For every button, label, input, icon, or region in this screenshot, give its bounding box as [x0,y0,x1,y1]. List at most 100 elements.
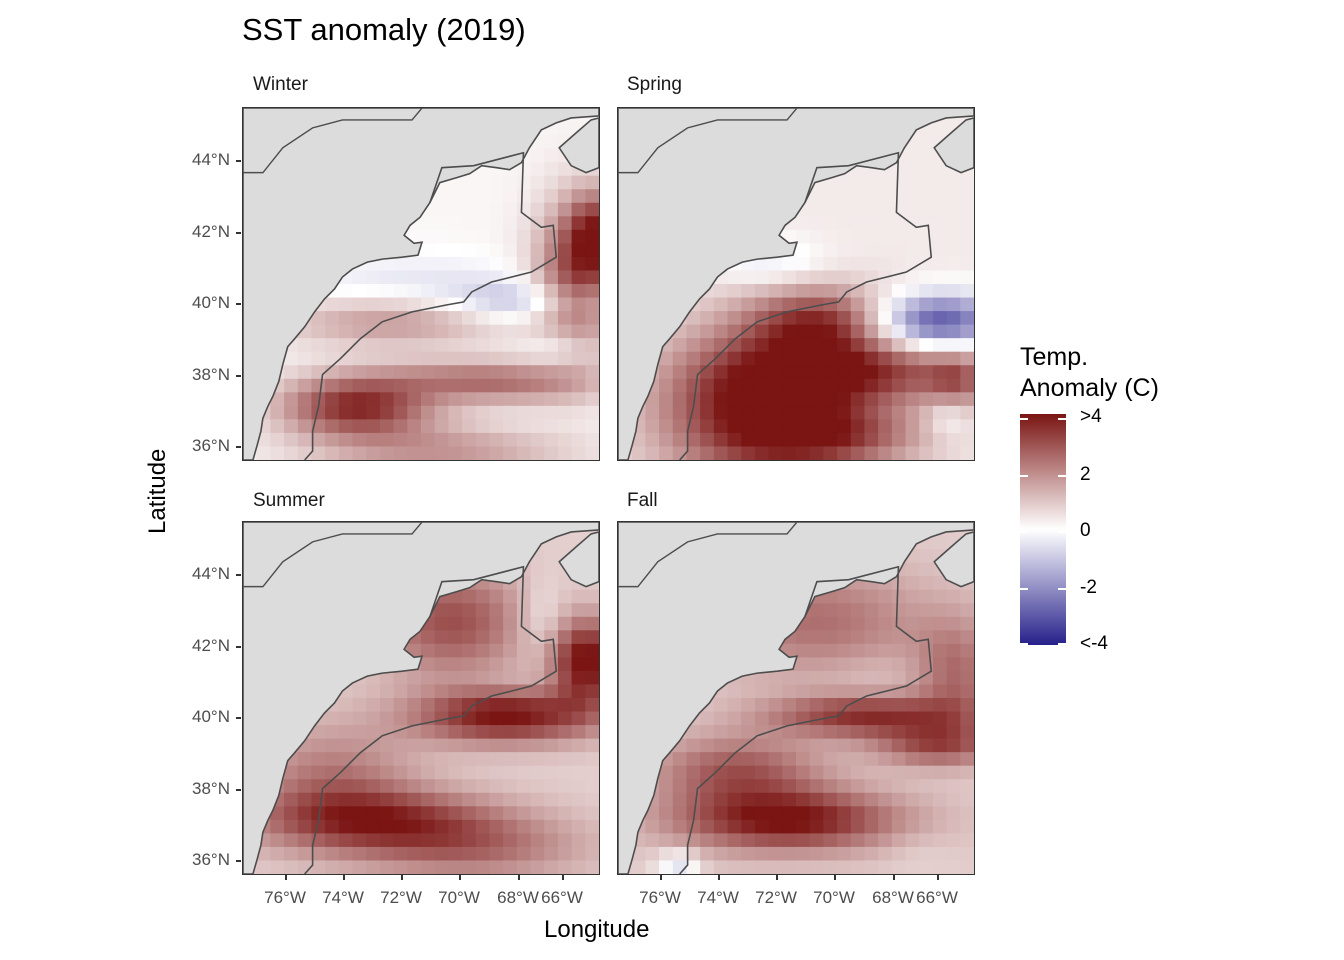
anomaly-cell [393,738,408,753]
anomaly-cell [393,351,408,366]
anomaly-cell [338,338,354,353]
anomaly-cell [448,202,463,217]
anomaly-cell [393,378,408,393]
anomaly-cell [393,779,408,794]
anomaly-cell [768,338,783,353]
anomaly-cell [516,752,532,767]
anomaly-cell [837,405,852,420]
anomaly-cell [366,860,381,874]
anomaly-cell [919,405,934,420]
anomaly-cell [516,806,532,821]
anomaly-cell [393,297,408,312]
anomaly-cell [421,643,436,658]
anomaly-cell [325,351,340,366]
anomaly-cell [645,833,660,848]
anomaly-cell [407,405,422,420]
anomaly-cell [530,297,545,312]
anomaly-cell [837,684,852,699]
anomaly-cell [352,846,367,862]
anomaly-cell [960,698,974,713]
anomaly-cell [919,135,934,150]
anomaly-cell [919,392,934,407]
anomaly-cell [434,365,449,380]
anomaly-cell [325,792,340,807]
anomaly-cell [462,229,477,244]
anomaly-cell [475,603,491,618]
anomaly-cell [754,819,770,834]
anomaly-cell [905,846,920,862]
anomaly-cell [585,446,599,460]
anomaly-cell [338,378,354,393]
anomaly-cell [713,392,729,407]
y-tick-label: 44°N [192,150,230,169]
anomaly-cell [672,833,688,848]
anomaly-cell [700,792,715,807]
anomaly-cell [448,378,463,393]
anomaly-cell [407,833,422,848]
anomaly-cell [571,603,586,618]
anomaly-cell [946,189,961,204]
anomaly-cell [530,311,545,326]
anomaly-cell [325,311,340,326]
anomaly-cell [421,860,436,874]
anomaly-cell [379,297,395,312]
anomaly-cell [727,819,742,834]
anomaly-cell [256,446,271,460]
anomaly-cell [631,446,646,460]
anomaly-cell [700,860,715,874]
legend-tick-mark [1058,531,1066,533]
y-tick-label: 42°N [192,636,230,655]
anomaly-cell [448,765,463,780]
anomaly-cell [919,630,934,645]
anomaly-map [243,108,599,460]
legend-tick-mark [1058,418,1066,420]
anomaly-cell [311,392,326,407]
anomaly-cell [503,860,518,874]
anomaly-cell [932,711,948,726]
anomaly-cell [809,657,824,672]
anomaly-cell [946,792,961,807]
anomaly-cell [823,616,838,631]
anomaly-cell [462,243,477,258]
anomaly-cell [448,684,463,699]
anomaly-cell [864,806,879,821]
x-tick-mark [776,875,778,880]
anomaly-cell [557,324,573,339]
anomaly-cell [297,419,313,434]
anomaly-cell [672,806,688,821]
anomaly-cell [338,311,354,326]
anomaly-cell [530,162,545,177]
anomaly-cell [434,684,449,699]
anomaly-cell [850,670,866,686]
anomaly-cell [686,405,701,420]
anomaly-map [243,522,599,874]
anomaly-cell [878,392,893,407]
anomaly-cell [366,725,381,740]
anomaly-cell [366,779,381,794]
anomaly-cell [659,378,674,393]
anomaly-cell [809,846,824,862]
anomaly-cell [585,202,599,217]
anomaly-cell [475,846,491,862]
anomaly-cell [864,311,879,326]
anomaly-cell [393,711,408,726]
anomaly-cell [946,616,961,631]
anomaly-cell [297,792,313,807]
anomaly-cell [434,270,449,285]
anomaly-cell [864,284,879,299]
anomaly-cell [905,405,920,420]
anomaly-cell [754,711,770,726]
anomaly-cell [823,243,838,258]
anomaly-cell [366,711,381,726]
anomaly-cell [700,833,715,848]
anomaly-cell [741,725,756,740]
anomaly-cell [809,432,824,448]
anomaly-cell [503,284,518,299]
anomaly-cell [891,576,907,591]
anomaly-cell [905,752,920,767]
anomaly-cell [878,711,893,726]
anomaly-cell [270,846,285,862]
anomaly-cell [462,819,477,834]
anomaly-cell [489,846,504,862]
anomaly-cell [325,711,340,726]
